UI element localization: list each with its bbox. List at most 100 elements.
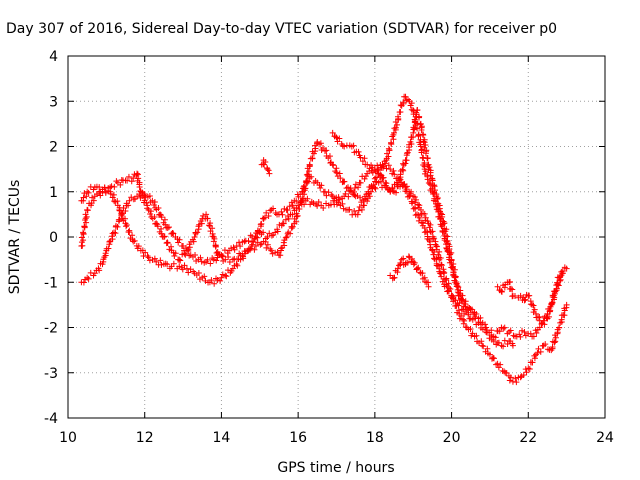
data-point-interp (421, 139, 428, 146)
data-point (329, 129, 336, 136)
data-point-interp (420, 220, 427, 227)
data-point (536, 324, 543, 331)
data-point-interp (342, 190, 349, 197)
data-point-interp (400, 167, 407, 174)
data-point-interp (274, 248, 281, 255)
data-point-interp (209, 225, 216, 232)
data-point (272, 229, 279, 236)
data-point-interp (251, 246, 258, 253)
data-point-interp (164, 261, 171, 268)
data-point-interp (437, 210, 444, 217)
data-point-interp (116, 216, 123, 223)
data-point (229, 265, 236, 272)
data-point-interp (330, 162, 337, 169)
data-point-interp (192, 230, 199, 237)
data-point-interp (512, 375, 519, 382)
data-point-interp (150, 201, 157, 208)
data-point-interp (432, 238, 439, 245)
data-point-interp (415, 133, 422, 140)
data-point-interp (426, 224, 433, 231)
data-point-interp (413, 196, 420, 203)
data-point-interp (112, 230, 119, 237)
data-point-interp (288, 225, 295, 232)
data-point-interp (83, 213, 90, 220)
data-point-interp (530, 302, 537, 309)
data-point-interp (80, 230, 87, 237)
data-point-interp (438, 261, 445, 268)
data-point-interp (172, 250, 179, 257)
data-point-interp (552, 334, 559, 341)
data-point-interp (431, 235, 438, 242)
data-point-interp (257, 241, 264, 248)
data-point-interp (406, 192, 413, 199)
data-point-interp (146, 257, 153, 264)
data-point-interp (385, 153, 392, 160)
x-axis-label: GPS time / hours (277, 460, 394, 476)
data-point-interp (80, 279, 87, 286)
data-point-interp (405, 253, 412, 260)
data-point (425, 283, 432, 290)
data-point-interp (161, 233, 168, 240)
x-tick-label: 22 (519, 430, 537, 446)
data-point-interp (419, 131, 426, 138)
data-point (471, 310, 478, 317)
data-point-interp (142, 249, 149, 256)
data-point-interp (436, 205, 443, 212)
data-point-interp (136, 181, 143, 188)
data-point-interp (204, 215, 211, 222)
data-point-interp (117, 181, 124, 188)
data-point-interp (207, 260, 214, 267)
data-point-interp (450, 294, 457, 301)
data-point-interp (80, 237, 87, 244)
data-point-interp (460, 316, 467, 323)
data-point-interp (147, 211, 154, 218)
data-point-interp (445, 287, 452, 294)
data-point-interp (552, 338, 559, 345)
data-point-interp (231, 246, 238, 253)
data-point-interp (369, 169, 376, 176)
y-tick-label: 2 (49, 140, 58, 156)
data-point-interp (265, 167, 272, 174)
data-point (252, 234, 259, 240)
data-point-interp (467, 325, 474, 332)
data-point-interp (100, 258, 107, 265)
data-point-interp (196, 221, 203, 228)
data-point-interp (467, 306, 474, 313)
data-point-interp (108, 233, 115, 240)
data-point (329, 161, 336, 168)
series-track-7 (494, 264, 570, 326)
data-point-interp (434, 195, 441, 202)
x-tick-label: 10 (59, 430, 77, 446)
data-point-interp (472, 314, 479, 321)
data-point-interp (397, 109, 404, 116)
data-point (559, 267, 566, 274)
data-point-interp (286, 203, 293, 210)
data-point-interp (480, 343, 487, 350)
data-point-interp (135, 243, 142, 250)
data-point-interp (415, 212, 422, 219)
data-point-interp (170, 230, 177, 237)
data-point-interp (151, 214, 158, 221)
data-point-interp (513, 379, 520, 386)
x-tick-labels: 10 12 14 16 18 20 22 24 (59, 430, 614, 446)
data-point-interp (534, 314, 541, 321)
data-point-interp (406, 146, 413, 153)
data-point-interp (118, 212, 125, 219)
y-tick-label: 4 (49, 49, 58, 65)
data-point-interp (176, 236, 183, 243)
data-point-interp (517, 333, 524, 340)
data-point-interp (495, 364, 502, 371)
data-point-interp (426, 164, 433, 171)
data-point (417, 143, 424, 150)
y-tick-label: 0 (49, 230, 58, 246)
data-point-interp (549, 299, 556, 306)
y-tick-label: -2 (44, 321, 58, 337)
data-point-interp (125, 202, 132, 209)
data-point-interp (530, 333, 537, 340)
data-point-interp (370, 181, 377, 188)
data-point (563, 265, 570, 272)
data-point (252, 243, 259, 250)
data-point-interp (441, 220, 448, 227)
data-point-interp (284, 207, 291, 214)
data-point (84, 188, 91, 195)
